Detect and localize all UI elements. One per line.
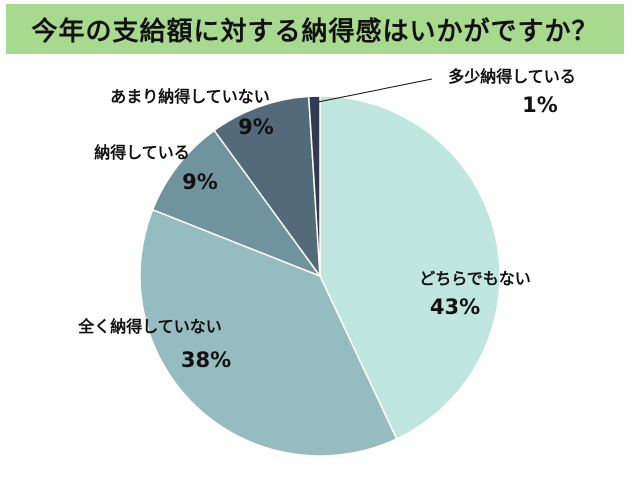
pie-slice-4 bbox=[307, 95, 321, 277]
leader-line-slice-4 bbox=[317, 78, 433, 103]
slice-label-0: どちらでもない bbox=[419, 269, 531, 288]
pie-slices bbox=[139, 95, 501, 457]
pie-slice-2 bbox=[151, 129, 323, 278]
slice-value-1: 38% bbox=[181, 348, 231, 372]
slice-value-0: 43% bbox=[430, 295, 480, 319]
pie-slice-0 bbox=[319, 95, 501, 440]
pie-slice-1 bbox=[139, 208, 398, 457]
slice-value-4: 1% bbox=[522, 93, 558, 117]
chart-title: 今年の支給額に対する納得感はいかがですか？ bbox=[31, 16, 599, 47]
slice-label-2: 納得している bbox=[94, 143, 190, 162]
slice-label-3: あまり納得していない bbox=[110, 87, 270, 106]
title-bar: 今年の支給額に対する納得感はいかがですか？ bbox=[6, 4, 624, 54]
slice-label-4: 多少納得している bbox=[448, 67, 576, 86]
slice-value-3: 9% bbox=[238, 115, 274, 139]
slice-value-2: 9% bbox=[182, 170, 218, 194]
pie-slice-3 bbox=[213, 95, 321, 279]
slice-label-1: 全く納得していない bbox=[77, 317, 222, 336]
